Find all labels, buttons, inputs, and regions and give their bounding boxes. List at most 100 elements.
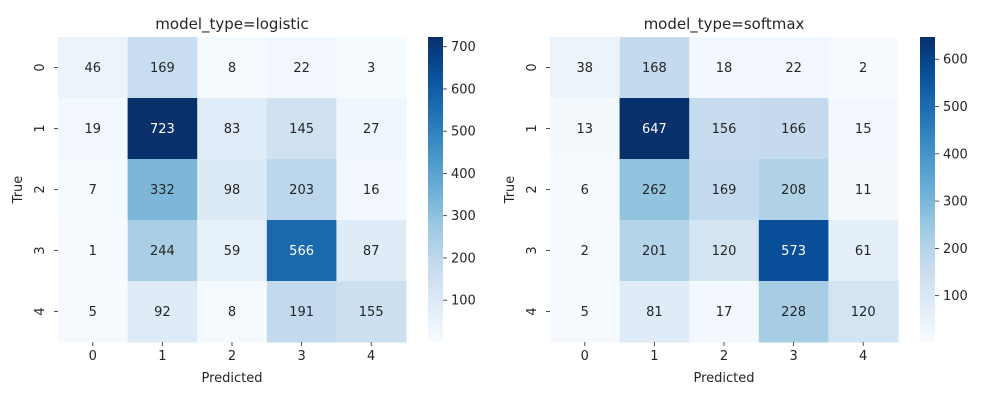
heatmap-cell: [758, 37, 829, 99]
cell-value-label: 145: [289, 122, 314, 137]
cell-value-label: 332: [150, 183, 175, 198]
cell-value-label: 22: [785, 61, 802, 76]
x-tick-label: 0: [89, 349, 97, 364]
heatmap-cell: [266, 220, 337, 282]
colorbar-tick-label: 600: [943, 53, 968, 68]
x-tick-label: 2: [228, 349, 236, 364]
cell-value-label: 27: [363, 122, 380, 137]
heatmap-cell: [58, 98, 129, 160]
heatmap-cell: [58, 220, 129, 282]
heatmap-cell: [266, 98, 337, 160]
colorbar-tick-label: 700: [451, 40, 476, 55]
cell-value-label: 5: [581, 305, 589, 320]
cell-value-label: 120: [851, 305, 876, 320]
cell-value-label: 16: [363, 183, 380, 198]
cell-value-label: 156: [712, 122, 737, 137]
y-tick-label: 3: [33, 246, 48, 254]
heatmap-cell: [758, 159, 829, 221]
x-tick-label: 4: [859, 349, 867, 364]
cell-value-label: 203: [289, 183, 314, 198]
heatmap-cell: [266, 159, 337, 221]
colorbar-tick-label: 300: [451, 209, 476, 224]
cell-value-label: 244: [150, 244, 175, 259]
x-tick-label: 0: [581, 349, 589, 364]
cell-value-label: 2: [859, 61, 867, 76]
heatmap-cell: [619, 37, 690, 99]
cell-value-label: 168: [642, 61, 667, 76]
x-tick-label: 4: [367, 349, 375, 364]
cell-value-label: 46: [85, 61, 102, 76]
cell-value-label: 38: [577, 61, 594, 76]
x-tick-label: 3: [297, 349, 305, 364]
heatmap-cell: [58, 37, 129, 99]
heatmap-cell: [550, 159, 621, 221]
y-tick-label: 2: [525, 185, 540, 193]
colorbar-tick-label: 500: [451, 125, 476, 140]
cell-value-label: 166: [781, 122, 806, 137]
heatmap-cell: [550, 98, 621, 160]
cell-value-label: 17: [716, 305, 733, 320]
heatmap-cell: [550, 220, 621, 282]
cell-value-label: 191: [289, 305, 314, 320]
heatmap-cell: [197, 159, 268, 221]
heatmap-cell: [58, 159, 129, 221]
heatmap-cell: [758, 220, 829, 282]
cell-value-label: 1: [89, 244, 97, 259]
cell-value-label: 92: [154, 305, 171, 320]
y-tick-label: 0: [33, 63, 48, 71]
heatmap-cell: [619, 159, 690, 221]
cell-value-label: 262: [642, 183, 667, 198]
y-axis-label: True: [11, 176, 26, 205]
heatmap-cell: [689, 281, 760, 343]
x-tick-label: 3: [789, 349, 797, 364]
heatmap-cell: [550, 37, 621, 99]
x-tick-label: 1: [158, 349, 166, 364]
heatmap-cell: [127, 98, 198, 160]
cell-value-label: 7: [89, 183, 97, 198]
heatmap-cell: [619, 281, 690, 343]
cell-value-label: 566: [289, 244, 314, 259]
heatmap-cell: [127, 159, 198, 221]
colorbar-tick-label: 100: [943, 289, 968, 304]
heatmap-cell: [197, 281, 268, 343]
cell-value-label: 120: [712, 244, 737, 259]
cell-value-label: 201: [642, 244, 667, 259]
cell-value-label: 15: [855, 122, 872, 137]
cell-value-label: 18: [716, 61, 733, 76]
cell-value-label: 155: [359, 305, 384, 320]
heatmap-cell: [619, 220, 690, 282]
cell-value-label: 8: [228, 61, 236, 76]
heatmap-cell: [619, 98, 690, 160]
x-axis-label: Predicted: [201, 371, 262, 386]
cell-value-label: 208: [781, 183, 806, 198]
cell-value-label: 169: [712, 183, 737, 198]
colorbar-tick-label: 400: [943, 147, 968, 162]
cell-value-label: 6: [581, 183, 589, 198]
heatmap-cell: [58, 281, 129, 343]
chart-title: model_type=softmax: [644, 15, 805, 34]
colorbar-tick-label: 200: [943, 242, 968, 257]
cell-value-label: 98: [224, 183, 241, 198]
y-tick-label: 3: [525, 246, 540, 254]
cell-value-label: 2: [581, 244, 589, 259]
cell-value-label: 22: [293, 61, 310, 76]
heatmap-cell: [689, 98, 760, 160]
heatmap-cell: [828, 159, 899, 221]
colorbar-tick-label: 200: [451, 251, 476, 266]
heatmap-cell: [758, 98, 829, 160]
cell-value-label: 59: [224, 244, 241, 259]
colorbar-tick-label: 600: [451, 82, 476, 97]
cell-value-label: 81: [646, 305, 663, 320]
heatmap-cell: [336, 37, 407, 99]
colorbar: [920, 37, 935, 342]
heatmap-cell: [266, 281, 337, 343]
cell-value-label: 5: [89, 305, 97, 320]
heatmap-cell: [689, 220, 760, 282]
y-axis-label: True: [503, 176, 518, 205]
heatmap-cell: [828, 281, 899, 343]
heatmap-cell: [336, 281, 407, 343]
heatmap-cell: [197, 37, 268, 99]
